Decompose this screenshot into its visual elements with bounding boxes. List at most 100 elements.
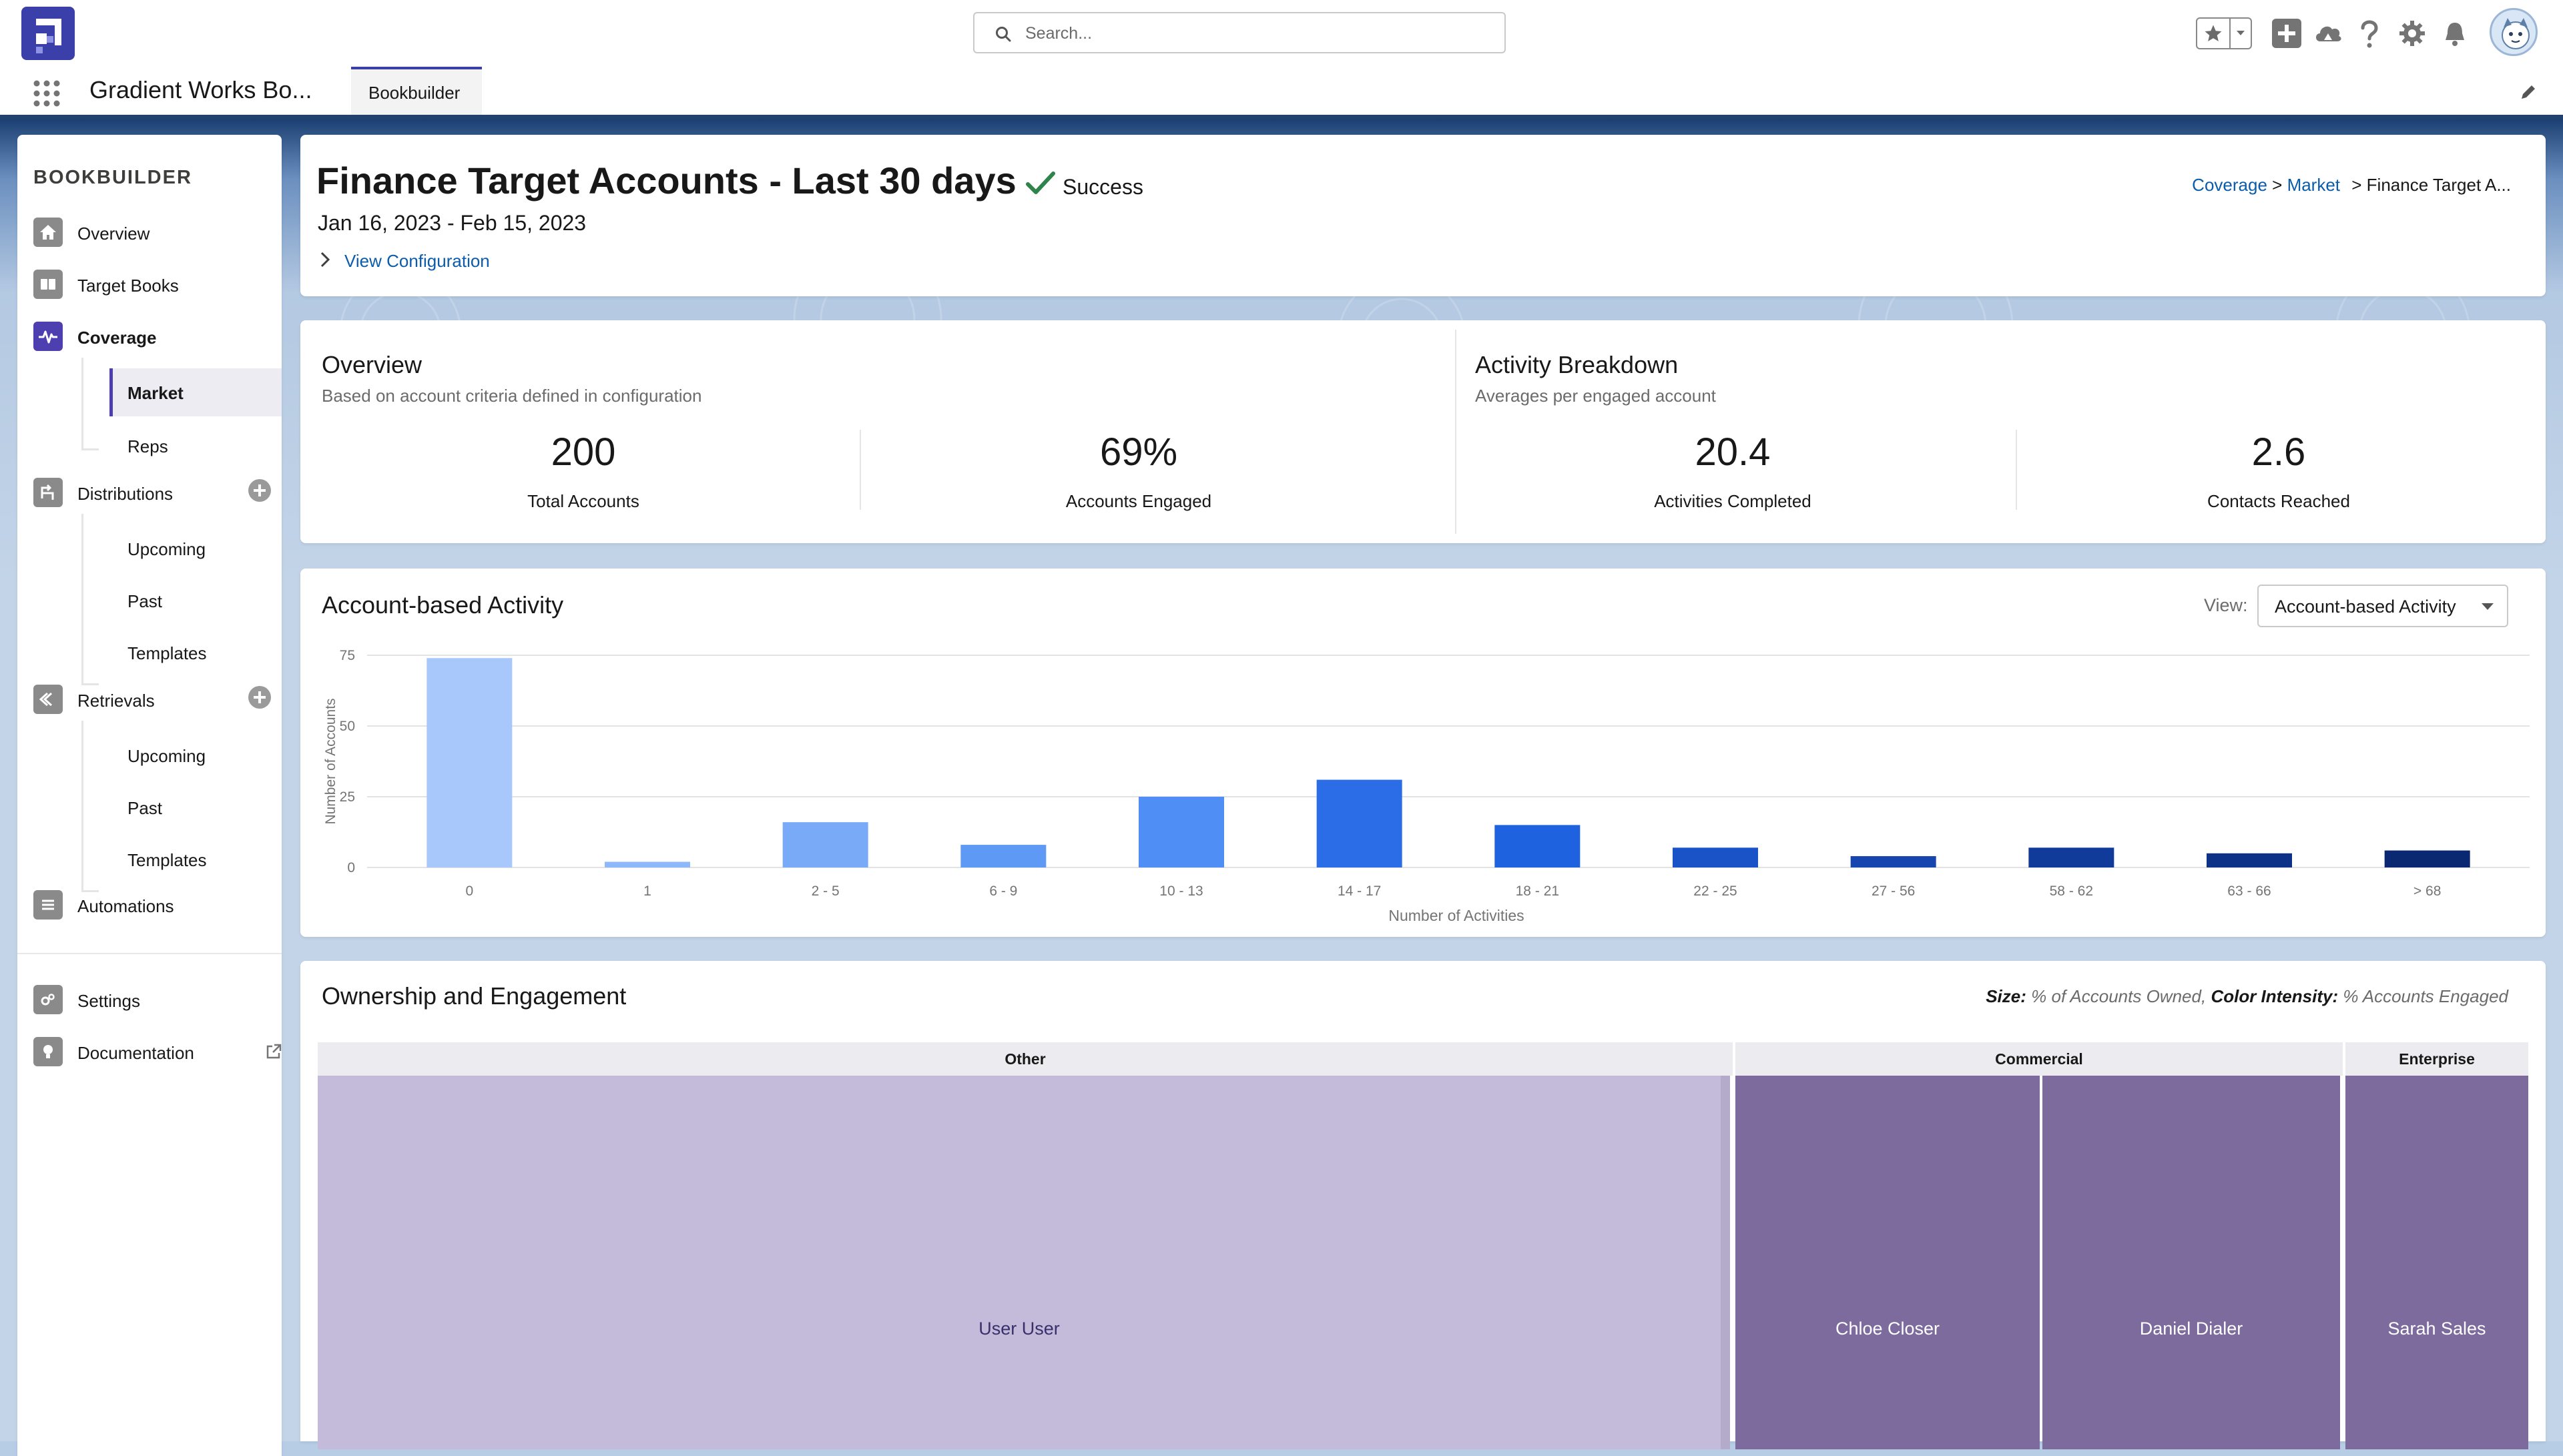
y-tick-label: 75: [340, 648, 355, 663]
view-configuration-toggle[interactable]: View Configuration: [316, 246, 517, 272]
legend-size-text: % of Accounts Owned,: [2031, 986, 2207, 1006]
app-logo[interactable]: [21, 7, 75, 60]
section-divider: [1455, 330, 1456, 534]
chevron-down-icon: [2482, 603, 2494, 610]
favorites-button[interactable]: [2196, 17, 2252, 49]
help-button[interactable]: [2356, 17, 2383, 49]
sidebar-item-retrievals-upcoming[interactable]: Upcoming: [109, 735, 270, 775]
x-tick-label: 14 - 17: [1338, 883, 1381, 899]
activity-chart-card: Account-based Activity View: Account-bas…: [300, 569, 2546, 937]
y-tick-label: 0: [347, 860, 355, 875]
sidebar-item-retrievals-past[interactable]: Past: [109, 787, 270, 827]
sidebar-item-retrievals-templates[interactable]: Templates: [109, 839, 270, 879]
pencil-icon: [2522, 85, 2535, 99]
search-icon: [996, 27, 1011, 42]
sidebar-item-retrievals[interactable]: Retrievals: [33, 683, 267, 717]
avatar-icon: [2502, 18, 2530, 49]
plus-icon: [254, 484, 266, 496]
x-tick-label: 0: [465, 883, 473, 899]
sidebar-item-market[interactable]: Market: [109, 368, 282, 416]
external-link-icon: [266, 1044, 282, 1059]
stat-total-accounts-label: Total Accounts: [527, 491, 639, 511]
sidebar-item-distributions[interactable]: Distributions: [33, 476, 267, 510]
sidebar-item-target-books[interactable]: Target Books: [33, 268, 267, 302]
tab-bookbuilder[interactable]: Bookbuilder: [351, 67, 482, 115]
sidebar-item-coverage[interactable]: Coverage: [33, 320, 267, 354]
x-tick-label: 10 - 13: [1159, 883, 1203, 899]
add-distribution-button[interactable]: [248, 479, 271, 502]
setup-button[interactable]: [2397, 19, 2427, 48]
sidebar-item-distributions-upcoming[interactable]: Upcoming: [109, 528, 270, 569]
ownership-title: Ownership and Engagement: [322, 982, 627, 1010]
breakdown-title: Activity Breakdown: [1475, 351, 1679, 378]
bar: [1494, 825, 1581, 867]
view-select[interactable]: Account-based Activity: [2257, 585, 2508, 627]
app-name: Gradient Works Bo...: [89, 76, 312, 103]
sidebar-item-label: Past: [127, 591, 163, 611]
sidebar-item-reps[interactable]: Reps: [109, 423, 282, 470]
tile-label: User User: [978, 1319, 1060, 1339]
user-avatar[interactable]: [2490, 8, 2538, 56]
treemap-tile-user-user[interactable]: User User: [318, 1076, 1721, 1449]
account-activity-chart: 75 50 25 0 Number of Accounts 0 1 2 - 5 6 - 9 10 …: [323, 648, 2530, 924]
stat-divider: [2016, 430, 2017, 510]
sidebar-item-label: Overview: [77, 224, 150, 244]
sidebar: BOOKBUILDER Overview Target Books Covera…: [17, 135, 282, 1456]
tile-label: Sarah Sales: [2387, 1319, 2486, 1339]
overview-subtitle: Based on account criteria defined in con…: [322, 386, 702, 406]
bar: [2028, 847, 2114, 867]
ownership-card: Ownership and Engagement Size: % of Acco…: [300, 961, 2546, 1449]
treemap-group-header: Enterprise: [2345, 1042, 2528, 1076]
app-launcher-button[interactable]: [32, 79, 61, 108]
treemap-tile-daniel-dialer[interactable]: Daniel Dialer: [2042, 1076, 2340, 1449]
bar: [1673, 847, 1758, 867]
edit-nav-button[interactable]: [2518, 81, 2539, 103]
group-label-other: Other: [1005, 1050, 1046, 1068]
status-label: Success: [1063, 175, 1143, 199]
stat-total-accounts-value: 200: [551, 430, 616, 474]
global-actions-button[interactable]: [2272, 19, 2301, 48]
notifications-button[interactable]: [2440, 19, 2470, 48]
breadcrumb-market[interactable]: Market: [2287, 175, 2341, 195]
check-icon: [1026, 171, 1055, 194]
lightbulb-icon: [33, 1037, 63, 1066]
y-tick-label: 25: [340, 789, 355, 805]
x-tick-label: 22 - 25: [1693, 883, 1737, 899]
page-header-card: Finance Target Accounts - Last 30 days S…: [300, 135, 2546, 296]
sidebar-item-documentation[interactable]: Documentation: [33, 1036, 282, 1069]
breadcrumb-separator: >: [2272, 175, 2283, 195]
sidebar-item-settings[interactable]: Settings: [33, 984, 267, 1017]
trailhead-button[interactable]: [2313, 20, 2343, 47]
add-retrieval-button[interactable]: [248, 686, 271, 709]
view-configuration-link: View Configuration: [344, 251, 490, 271]
sidebar-item-label: Upcoming: [127, 539, 206, 559]
sidebar-item-overview[interactable]: Overview: [33, 216, 267, 250]
x-tick-label: 58 - 62: [2050, 883, 2093, 899]
sidebar-item-distributions-templates[interactable]: Templates: [109, 633, 270, 673]
treemap-tile-chloe-closer[interactable]: Chloe Closer: [1735, 1076, 2040, 1449]
tree-line: [81, 890, 99, 892]
breadcrumb-coverage[interactable]: Coverage: [2192, 175, 2267, 195]
x-tick-label: 27 - 56: [1872, 883, 1915, 899]
sidebar-item-distributions-past[interactable]: Past: [109, 581, 270, 621]
treemap-tile-small[interactable]: [1721, 1076, 1730, 1449]
automation-icon: [33, 890, 63, 920]
plus-icon: [254, 691, 266, 703]
treemap-tile-sarah-sales[interactable]: Sarah Sales: [2345, 1076, 2528, 1449]
global-search[interactable]: Search...: [973, 12, 1506, 53]
view-select-value: Account-based Activity: [2275, 597, 2456, 617]
group-label-commercial: Commercial: [1995, 1050, 2083, 1068]
x-tick-label: 6 - 9: [989, 883, 1017, 899]
chevron-right-icon: [320, 252, 330, 268]
legend-color-label: Color Intensity:: [2211, 986, 2339, 1006]
sidebar-item-automations[interactable]: Automations: [33, 889, 267, 922]
plus-icon: [2278, 25, 2295, 42]
sidebar-item-label: Upcoming: [127, 746, 206, 766]
cloud-icon: [2316, 26, 2341, 41]
star-icon: [2197, 19, 2231, 48]
bar: [782, 822, 868, 867]
app-navigation-bar: Gradient Works Bo... Bookbuilder: [0, 67, 2563, 115]
bar: [1850, 856, 1936, 867]
tree-line: [81, 358, 83, 450]
bar: [605, 861, 690, 867]
